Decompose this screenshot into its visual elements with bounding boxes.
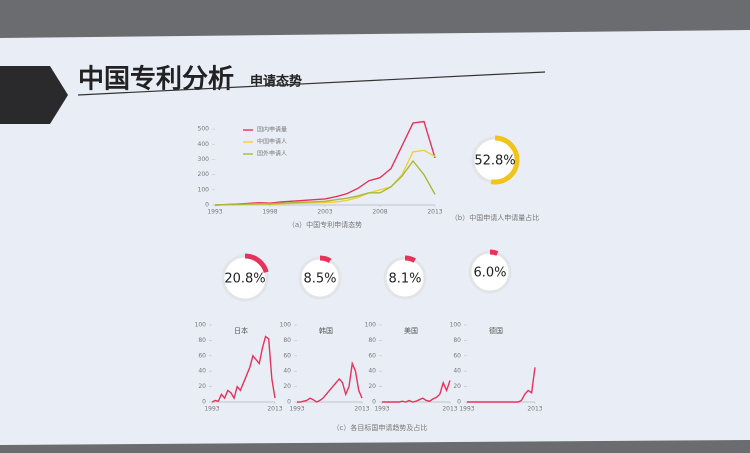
y-tick-label: 20	[198, 383, 206, 390]
y-tick-label: 300	[198, 156, 210, 163]
slide-subtitle: 申请态势	[250, 74, 302, 90]
y-tick-label: 20	[368, 383, 376, 390]
legend-label: 国外申请人	[257, 150, 287, 158]
donut-arc	[489, 249, 499, 256]
y-tick-label: 80	[198, 337, 206, 344]
y-tick-label: 100	[195, 322, 207, 329]
donut-label: 20.8%	[224, 272, 265, 287]
y-tick-label: 60	[198, 352, 206, 359]
y-tick-label: 100	[280, 322, 292, 329]
donut-arc	[244, 253, 269, 274]
y-tick-label: 500	[198, 126, 210, 133]
x-tick-label: 1993	[204, 406, 219, 413]
chart-title: 韩国	[319, 326, 333, 335]
y-tick-label: 0	[372, 399, 376, 406]
donut-label: 8.1%	[388, 272, 421, 287]
series-line	[382, 380, 451, 403]
y-tick-label: 80	[453, 337, 461, 344]
y-tick-label: 80	[368, 337, 376, 344]
x-tick-label: 2013	[427, 209, 442, 216]
y-tick-label: 60	[283, 352, 291, 359]
y-tick-label: 100	[450, 322, 462, 329]
y-tick-label: 100	[365, 322, 377, 329]
y-tick-label: 40	[453, 368, 461, 375]
caption: （c）各目标国申请趋势及占比	[333, 423, 428, 432]
x-tick-label: 2003	[317, 209, 332, 216]
x-tick-label: 2013	[527, 406, 542, 413]
chart-title: 日本	[234, 326, 248, 335]
y-tick-label: 20	[453, 383, 461, 390]
donut-label: 8.5%	[303, 272, 336, 287]
y-tick-label: 60	[453, 352, 461, 359]
donut-label: 6.0%	[473, 266, 506, 281]
x-tick-label: 2013	[267, 406, 282, 413]
y-tick-label: 200	[198, 171, 210, 178]
y-tick-label: 0	[202, 399, 206, 406]
series-line	[214, 159, 436, 206]
legend-label: 中国申请人	[257, 138, 287, 146]
y-tick-label: 60	[368, 352, 376, 359]
y-tick-label: 40	[368, 368, 376, 375]
x-tick-label: 2008	[372, 209, 387, 216]
chart-title: 美国	[404, 326, 418, 335]
y-tick-label: 20	[283, 383, 291, 390]
series-line	[211, 335, 276, 403]
title-rule	[77, 71, 546, 96]
y-tick-label: 40	[198, 368, 206, 375]
caption: （b）中国申请人申请量占比	[451, 213, 539, 222]
donut-arc	[404, 255, 416, 263]
caption: （a）中国专利申请态势	[288, 220, 362, 229]
x-tick-label: 1993	[289, 406, 304, 413]
donut-arc	[490, 135, 520, 185]
series-line	[214, 120, 436, 206]
y-tick-label: 0	[205, 202, 209, 209]
chart-title: 德国	[489, 326, 503, 335]
y-tick-label: 0	[457, 399, 461, 406]
legend-label: 国内申请量	[257, 126, 287, 134]
donut-arc	[319, 255, 332, 264]
y-tick-label: 400	[198, 141, 210, 148]
series-line	[297, 360, 363, 403]
x-tick-label: 1993	[374, 406, 389, 413]
x-tick-label: 2013	[442, 406, 457, 413]
slide-title: 中国专利分析	[78, 65, 234, 95]
x-tick-label: 1993	[207, 209, 222, 216]
series-line	[467, 367, 536, 403]
y-tick-label: 80	[283, 337, 291, 344]
x-tick-label: 2013	[354, 406, 369, 413]
y-tick-label: 0	[287, 399, 291, 406]
x-tick-label: 1998	[262, 209, 277, 216]
donut-label: 52.8%	[474, 154, 515, 169]
slide	[0, 30, 750, 445]
header-arrow	[0, 66, 68, 124]
x-tick-label: 1993	[459, 406, 474, 413]
y-tick-label: 100	[198, 186, 210, 193]
y-tick-label: 40	[283, 368, 291, 375]
